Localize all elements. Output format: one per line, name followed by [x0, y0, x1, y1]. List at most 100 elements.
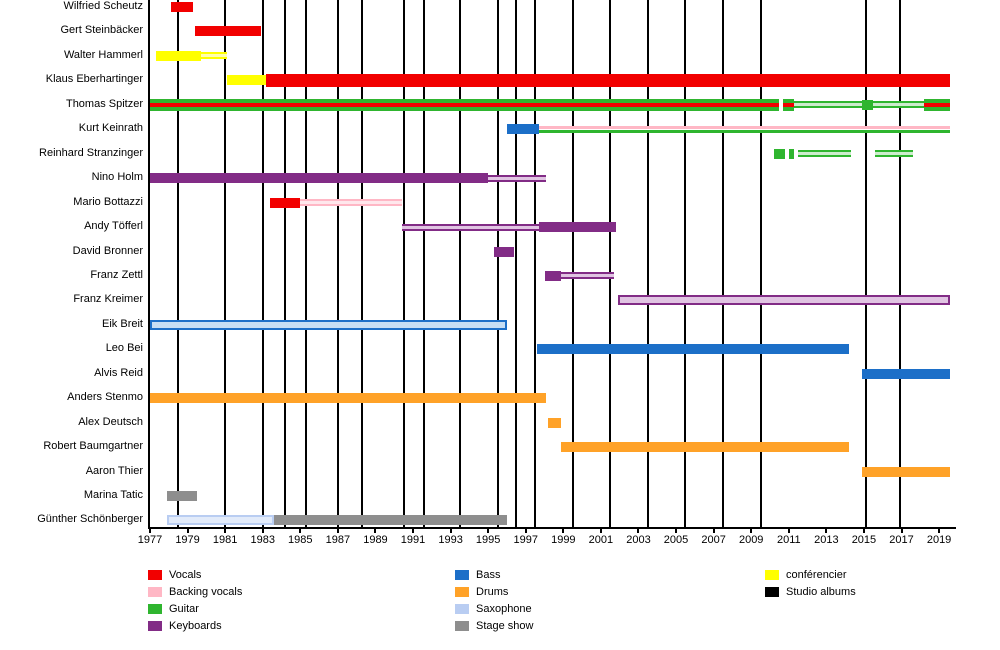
member-bar-guitar [773, 148, 786, 159]
member-bar-vocals [195, 26, 261, 37]
legend-label: Drums [476, 586, 509, 598]
legend-item-saxophone: Saxophone [455, 603, 532, 615]
axis-year-label: 2017 [889, 534, 914, 546]
member-label: Eik Breit [102, 317, 143, 330]
member-bar-saxophone [166, 515, 274, 526]
member-label: Alex Deutsch [78, 415, 143, 428]
legend-swatch-vocals [148, 570, 162, 580]
legend-item-bass: Bass [455, 569, 500, 581]
member-bar-guitar [798, 150, 851, 158]
member-label: Robert Baumgartner [43, 440, 143, 453]
studio-album-line [864, 0, 867, 527]
legend-swatch-conferencier [765, 570, 779, 580]
member-label: Günther Schönberger [37, 513, 143, 526]
axis-year-label: 1995 [475, 534, 501, 546]
member-bar-keyboards [544, 270, 562, 281]
axis-tick [938, 529, 941, 533]
axis-year-label: 1993 [438, 534, 463, 546]
legend-label: Bass [476, 569, 501, 581]
studio-album-line [646, 0, 649, 527]
member-bar-bass [150, 319, 507, 330]
axis-year-label: 2011 [776, 534, 801, 546]
studio-album-line [898, 0, 901, 527]
legend-swatch-backing [148, 587, 162, 597]
member-bar-vocals [270, 197, 301, 208]
axis-tick [224, 529, 227, 533]
axis-tick [825, 529, 828, 533]
studio-album-line [284, 0, 287, 527]
member-label: Franz Zettl [90, 268, 143, 281]
axis-tick [599, 529, 602, 533]
axis-year-label: 2003 [626, 534, 651, 546]
studio-album-line [224, 0, 227, 527]
legend-item-backing: Backing vocals [148, 586, 242, 598]
member-label: Klaus Eberhartinger [45, 73, 143, 86]
studio-album-line [423, 0, 426, 527]
axis-tick [675, 529, 678, 533]
studio-album-line [336, 0, 339, 527]
axis-year-label: 2015 [851, 534, 877, 546]
member-bar-keyboards [493, 246, 515, 257]
member-bar-stage [274, 515, 507, 526]
axis-year-label: 2019 [926, 534, 952, 546]
legend-swatch-drums [455, 587, 469, 597]
axis-tick [787, 529, 790, 533]
member-label: Anders Stenmo [67, 391, 143, 404]
studio-album-line [496, 0, 499, 527]
legend-label: Stage show [476, 620, 534, 632]
member-label: Walter Hammerl [63, 48, 143, 61]
member-bar-keyboards [538, 222, 616, 233]
member-label: Alvis Reid [94, 366, 143, 379]
member-label: Leo Bei [105, 342, 143, 355]
member-bar-vocals [266, 73, 951, 87]
legend-item-albums: Studio albums [765, 586, 856, 598]
axis-tick [524, 529, 527, 533]
plot-area [148, 0, 956, 529]
legend-swatch-bass [455, 570, 469, 580]
member-bar-bass [862, 368, 951, 379]
legend-label: Saxophone [476, 603, 532, 615]
member-bar-conferencier [155, 50, 201, 61]
axis-year-label: 1977 [137, 534, 163, 546]
axis-tick [186, 529, 189, 533]
member-bar-backing [300, 199, 402, 207]
studio-album-line [304, 0, 307, 527]
axis-year-label: 1997 [513, 534, 538, 546]
studio-album-line [261, 0, 264, 527]
member-bar-stage [166, 491, 197, 501]
axis-tick [449, 529, 452, 533]
member-bar-vocals [170, 2, 194, 12]
axis-tick [562, 529, 565, 533]
axis-year-label: 2009 [738, 534, 764, 546]
member-bar-conferencier [200, 52, 228, 60]
studio-album-line [534, 0, 537, 527]
axis-tick [900, 529, 903, 533]
legend-label: Vocals [169, 569, 202, 581]
axis-year-label: 2005 [663, 534, 689, 546]
member-label: Nino Holm [91, 171, 143, 184]
member-label: Aaron Thier [85, 464, 143, 477]
legend-label: Studio albums [786, 586, 856, 598]
studio-album-line [759, 0, 762, 527]
axis-tick [712, 529, 715, 533]
legend-item-vocals: Vocals [148, 569, 201, 581]
member-bar-guitar [875, 150, 913, 158]
studio-album-line [515, 0, 518, 527]
axis-year-label: 1985 [288, 534, 313, 546]
member-bar-drums [548, 417, 562, 428]
axis-year-label: 2013 [814, 534, 839, 546]
axis-tick [336, 529, 339, 533]
member-label: Mario Bottazzi [73, 195, 143, 208]
studio-album-line [459, 0, 461, 527]
member-bar-bass [537, 344, 849, 355]
legend-swatch-saxophone [455, 604, 469, 614]
legend-label: Guitar [169, 603, 199, 615]
axis-year-label: 1981 [212, 534, 238, 546]
member-label: Marina Tatic [83, 489, 143, 501]
member-bar-keyboards [561, 272, 615, 280]
axis-tick [862, 529, 865, 533]
axis-year-label: 2001 [588, 534, 614, 546]
studio-album-line [571, 0, 574, 527]
member-bar-keyboards [401, 223, 539, 231]
